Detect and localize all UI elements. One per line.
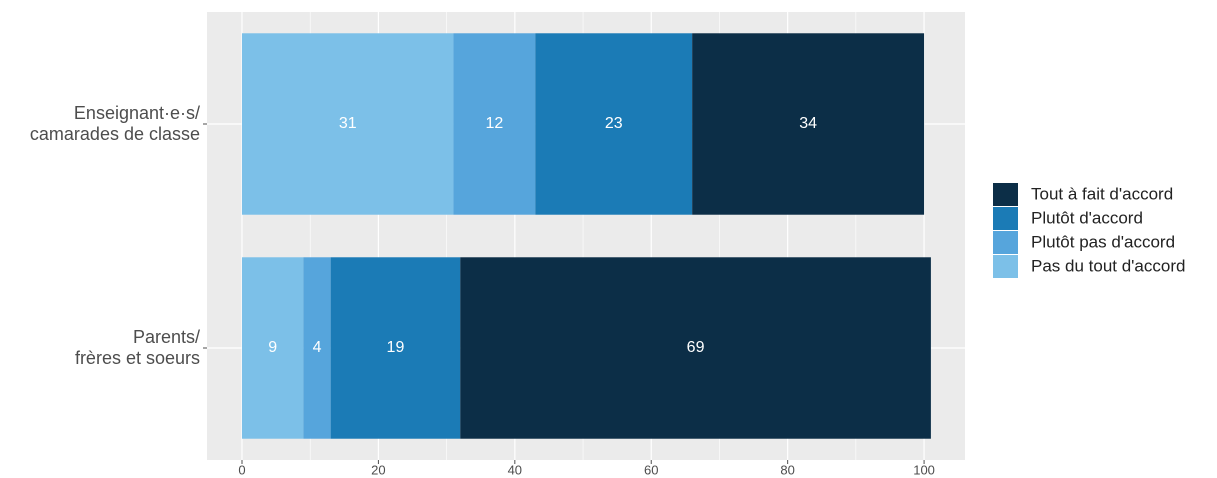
x-tick-label: 80 <box>780 462 794 477</box>
legend-label: Plutôt d'accord <box>1031 208 1143 227</box>
bar-segment <box>692 33 925 215</box>
legend-label: Tout à fait d'accord <box>1031 184 1173 203</box>
value-label: 69 <box>687 339 705 356</box>
value-label: 19 <box>387 339 405 356</box>
bar-segment <box>241 257 304 439</box>
value-label: 4 <box>313 339 322 356</box>
value-label: 31 <box>339 115 357 132</box>
x-tick-label: 100 <box>913 462 935 477</box>
legend-swatch <box>993 255 1018 278</box>
bar-segment <box>460 257 931 439</box>
value-label: 12 <box>485 115 503 132</box>
bar-segment <box>303 257 331 439</box>
x-tick-label: 60 <box>644 462 658 477</box>
legend-label: Pas du tout d'accord <box>1031 256 1185 275</box>
bar-segment <box>330 257 461 439</box>
bar-segment <box>241 33 454 215</box>
x-tick-label: 40 <box>508 462 522 477</box>
y-tick-label: Enseignant·e·s/ camarades de classe <box>29 103 200 144</box>
x-tick-label: 0 <box>238 462 245 477</box>
bar-segment <box>453 33 536 215</box>
value-label: 23 <box>605 115 623 132</box>
legend-label: Plutôt pas d'accord <box>1031 232 1175 251</box>
bar-segment <box>535 33 693 215</box>
legend-swatch <box>993 183 1018 206</box>
legend-swatch <box>993 231 1018 254</box>
value-label: 9 <box>268 339 277 356</box>
legend-swatch <box>993 207 1018 230</box>
x-tick-label: 20 <box>371 462 385 477</box>
y-tick-label: Parents/ frères et soeurs <box>74 327 200 368</box>
value-label: 34 <box>799 115 817 132</box>
